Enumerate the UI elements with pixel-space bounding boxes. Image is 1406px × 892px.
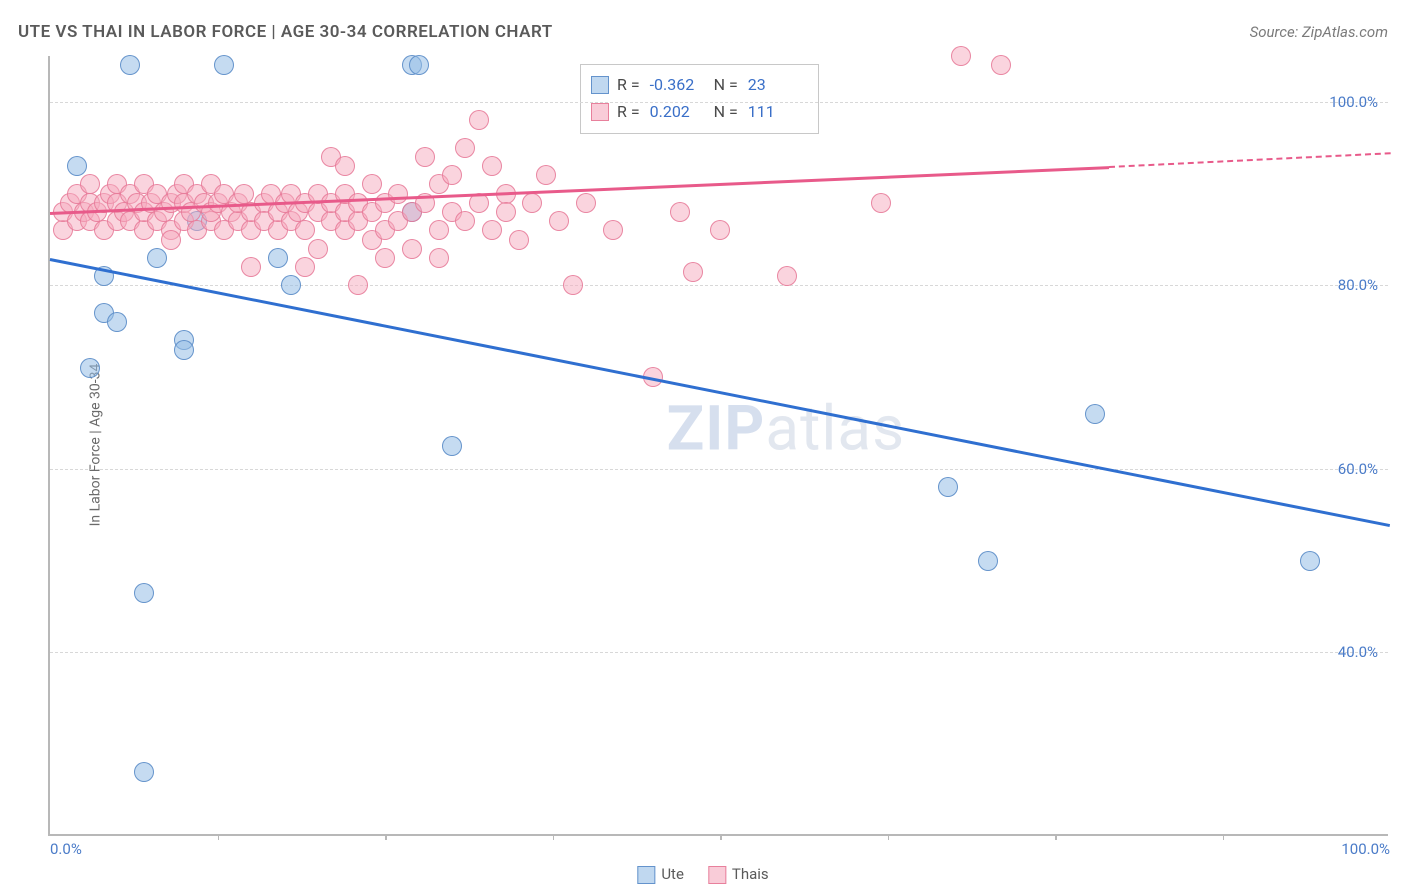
- trend-line: [1109, 152, 1390, 168]
- x-tick-mark: [888, 834, 890, 840]
- data-point: [670, 202, 690, 222]
- data-point: [442, 436, 462, 456]
- data-point: [308, 239, 328, 259]
- data-point: [482, 156, 502, 176]
- x-tick-mark: [385, 834, 387, 840]
- stat-row: R = -0.362 N = 23: [591, 71, 804, 98]
- data-point: [161, 230, 181, 250]
- data-point: [1085, 404, 1105, 424]
- x-tick-mark: [218, 834, 220, 840]
- data-point: [522, 193, 542, 213]
- legend-swatch: [708, 866, 726, 884]
- data-point: [549, 211, 569, 231]
- data-point: [777, 266, 797, 286]
- data-point: [80, 358, 100, 378]
- data-point: [362, 174, 382, 194]
- correlation-stats-box: R =-0.362N =23R =0.202N =111: [580, 64, 819, 134]
- x-tick-mark: [720, 834, 722, 840]
- stat-value-n: 23: [748, 71, 804, 98]
- y-tick-label: 60.0%: [1338, 460, 1378, 478]
- data-point: [80, 174, 100, 194]
- legend-label: Thais: [732, 865, 769, 883]
- gridline-h: [50, 469, 1388, 470]
- x-tick-label: 0.0%: [50, 840, 82, 858]
- data-point: [455, 138, 475, 158]
- data-point: [234, 184, 254, 204]
- data-point: [134, 762, 154, 782]
- x-tick-label: 100.0%: [1341, 840, 1390, 858]
- trend-line: [50, 258, 1390, 527]
- data-point: [496, 202, 516, 222]
- data-point: [563, 275, 583, 295]
- data-point: [455, 211, 475, 231]
- data-point: [295, 257, 315, 277]
- stat-label-r: R =: [617, 71, 640, 98]
- data-point: [683, 262, 703, 282]
- data-point: [174, 340, 194, 360]
- gridline-h: [50, 102, 1388, 103]
- y-tick-label: 80.0%: [1338, 276, 1378, 294]
- gridline-h: [50, 652, 1388, 653]
- gridline-h: [50, 285, 1388, 286]
- y-tick-label: 100.0%: [1329, 93, 1378, 111]
- data-point: [120, 55, 140, 75]
- legend-item: Ute: [637, 865, 684, 884]
- data-point: [978, 551, 998, 571]
- data-point: [991, 55, 1011, 75]
- data-point: [147, 248, 167, 268]
- data-point: [388, 184, 408, 204]
- data-point: [536, 165, 556, 185]
- data-point: [871, 193, 891, 213]
- data-point: [375, 248, 395, 268]
- data-point: [482, 220, 502, 240]
- chart-header: UTE VS THAI IN LABOR FORCE | AGE 30-34 C…: [18, 22, 1388, 42]
- data-point: [576, 193, 596, 213]
- data-point: [429, 220, 449, 240]
- data-point: [214, 55, 234, 75]
- legend-swatch: [637, 866, 655, 884]
- legend-swatch: [591, 103, 609, 121]
- data-point: [281, 275, 301, 295]
- chart-title: UTE VS THAI IN LABOR FORCE | AGE 30-34 C…: [18, 22, 553, 42]
- data-point: [241, 257, 261, 277]
- legend-item: Thais: [708, 865, 769, 884]
- data-point: [415, 147, 435, 167]
- x-tick-mark: [1223, 834, 1225, 840]
- x-tick-mark: [1055, 834, 1057, 840]
- data-point: [402, 239, 422, 259]
- data-point: [509, 230, 529, 250]
- data-point: [469, 110, 489, 130]
- scatter-chart: In Labor Force | Age 30-34 ZIPatlas R =-…: [48, 56, 1388, 836]
- data-point: [134, 583, 154, 603]
- data-point: [67, 156, 87, 176]
- legend: Ute Thais: [637, 865, 768, 884]
- data-point: [335, 156, 355, 176]
- data-point: [295, 220, 315, 240]
- x-tick-mark: [553, 834, 555, 840]
- stat-label-n: N =: [714, 71, 738, 98]
- y-tick-label: 40.0%: [1338, 643, 1378, 661]
- y-axis-label: In Labor Force | Age 30-34: [87, 364, 103, 527]
- stat-value-r: -0.362: [650, 71, 706, 98]
- data-point: [409, 55, 429, 75]
- legend-label: Ute: [661, 865, 684, 883]
- data-point: [938, 477, 958, 497]
- data-point: [429, 248, 449, 268]
- data-point: [603, 220, 623, 240]
- data-point: [348, 275, 368, 295]
- source-label: Source: ZipAtlas.com: [1250, 23, 1388, 41]
- data-point: [1300, 551, 1320, 571]
- data-point: [710, 220, 730, 240]
- data-point: [442, 165, 462, 185]
- data-point: [951, 46, 971, 66]
- data-point: [268, 248, 288, 268]
- data-point: [107, 312, 127, 332]
- legend-swatch: [591, 76, 609, 94]
